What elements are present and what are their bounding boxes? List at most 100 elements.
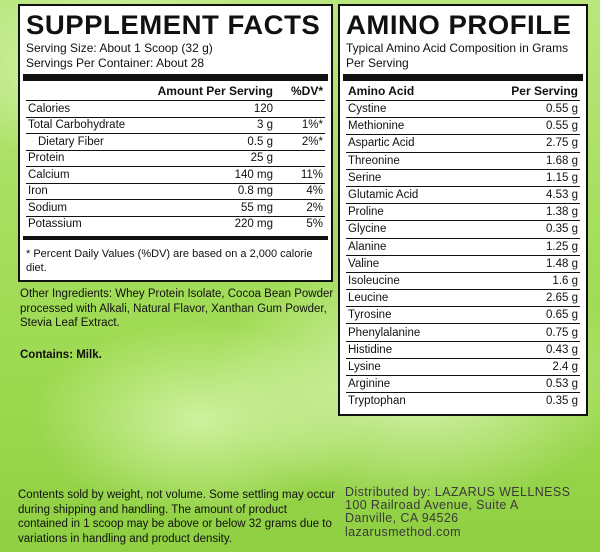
amino-row: Valine 1.48 g [346, 254, 580, 273]
amino-name: Arginine [346, 374, 468, 393]
nutrient-dv [275, 100, 325, 117]
amino-name: Valine [346, 254, 468, 273]
amino-name: Histidine [346, 340, 468, 359]
nutrient-amount: 120 [140, 100, 275, 117]
nutrient-row: Protein 25 g [26, 149, 325, 167]
nutrient-dv: 4% [275, 182, 325, 200]
amino-row: Cystine 0.55 g [346, 99, 580, 118]
nutrient-name: Calories [26, 100, 141, 117]
amino-value: 0.35 g [467, 392, 580, 410]
divider-thick [343, 74, 583, 81]
nutrient-dv: 2% [275, 199, 325, 216]
amino-name: Glycine [346, 220, 468, 238]
amino-value: 1.38 g [467, 203, 580, 221]
amino-row: Methionine 0.55 g [346, 117, 580, 135]
amino-value: 1.68 g [467, 151, 580, 170]
amino-name: Leucine [346, 289, 468, 307]
nutrient-dv: 11% [275, 166, 325, 183]
nutrient-row: Sodium 55 mg 2% [26, 199, 325, 216]
amino-value: 0.43 g [467, 340, 580, 359]
nutrient-name: Total Carbohydrate [26, 116, 141, 134]
amino-name: Aspartic Acid [346, 134, 468, 153]
nutrient-row: Calcium 140 mg 11% [26, 166, 325, 183]
nutrient-row: Calories 120 [26, 100, 325, 117]
supplement-facts-title: SUPPLEMENT FACTS [26, 10, 321, 40]
servings-per-container: Servings Per Container: About 28 [26, 56, 205, 70]
amino-row: Leucine 2.65 g [346, 289, 580, 307]
col-amino-header: Amino Acid [348, 84, 415, 98]
amino-name: Serine [346, 168, 468, 187]
amino-value: 0.55 g [467, 99, 580, 118]
nutrient-row: Potassium 220 mg 5% [26, 215, 325, 232]
amino-row: Isoleucine 1.6 g [346, 271, 580, 290]
amino-value: 2.75 g [467, 134, 580, 153]
nutrient-amount: 55 mg [140, 199, 275, 216]
distributor-website: lazarusmethod.com [345, 524, 461, 539]
amino-profile-panel: AMINO PROFILE Typical Amino Acid Composi… [338, 4, 588, 416]
nutrient-amount: 0.5 g [140, 133, 275, 150]
amino-value: 1.25 g [467, 237, 580, 256]
nutrient-row: Total Carbohydrate 3 g 1%* [26, 116, 325, 134]
nutrient-name: Dietary Fiber [26, 133, 141, 150]
amino-name: Phenylalanine [346, 323, 468, 342]
amino-profile-table: Amino Acid Per Serving Cystine 0.55 g Meth… [346, 83, 580, 410]
amino-name: Methionine [346, 117, 468, 135]
nutrient-amount: 220 mg [140, 215, 275, 232]
amino-row: Serine 1.15 g [346, 168, 580, 187]
other-ingredients: Other Ingredients: Whey Protein Isolate,… [20, 288, 334, 329]
nutrient-amount: 25 g [140, 149, 275, 167]
amino-name: Tyrosine [346, 306, 468, 324]
nutrient-name: Potassium [26, 215, 141, 232]
nutrient-name: Iron [26, 182, 141, 200]
amino-name: Glutamic Acid [346, 185, 468, 204]
distributor-line: Distributed by: LAZARUS WELLNESS [345, 485, 571, 499]
nutrient-row: Iron 0.8 mg 4% [26, 182, 325, 200]
nutrient-dv [275, 149, 325, 167]
amino-value: 1.15 g [467, 168, 580, 187]
amino-row: Phenylalanine 0.75 g [346, 323, 580, 342]
amino-row: Glutamic Acid 4.53 g [346, 185, 580, 204]
amino-value: 0.75 g [467, 323, 580, 342]
amino-value: 0.35 g [467, 220, 580, 238]
amino-row: Tryptophan 0.35 g [346, 392, 580, 410]
amino-row: Threonine 1.68 g [346, 151, 580, 170]
nutrient-dv: 5% [275, 215, 325, 232]
amino-profile-title: AMINO PROFILE [346, 10, 572, 40]
amino-name: Tryptophan [346, 392, 468, 410]
amino-row: Histidine 0.43 g [346, 340, 580, 359]
amino-row: Alanine 1.25 g [346, 237, 580, 256]
amino-row: Proline 1.38 g [346, 203, 580, 221]
nutrient-dv: 2%* [275, 133, 325, 150]
amino-row: Arginine 0.53 g [346, 374, 580, 393]
amino-row: Aspartic Acid 2.75 g [346, 134, 580, 153]
amino-name: Alanine [346, 237, 468, 256]
nutrient-amount: 0.8 mg [140, 182, 275, 200]
amino-value: 2.65 g [467, 289, 580, 307]
amino-value: 1.48 g [467, 254, 580, 273]
amino-name: Lysine [346, 357, 468, 376]
col-dv-header: %DV* [290, 84, 323, 98]
nutrient-amount: 140 mg [140, 166, 275, 183]
col-per-serving-header: Per Serving [511, 84, 578, 98]
distributor-info: Distributed by: LAZARUS WELLNESS 100 Rai… [345, 485, 595, 539]
nutrient-amount: 3 g [140, 116, 275, 134]
amino-row: Tyrosine 0.65 g [346, 306, 580, 324]
supplement-facts-panel: SUPPLEMENT FACTS Serving Size: About 1 S… [18, 4, 333, 282]
distributor-address: 100 Railroad Avenue, Suite A [345, 498, 519, 513]
amino-profile-subtitle: Typical Amino Acid Composition in Grams … [346, 41, 569, 70]
amino-value: 1.6 g [467, 271, 580, 290]
nutrient-row: Dietary Fiber 0.5 g 2%* [26, 133, 325, 150]
supplement-facts-table: Amount Per Serving %DV* Calories 120 Total… [26, 83, 325, 232]
amino-name: Threonine [346, 151, 468, 170]
amino-name: Isoleucine [346, 271, 468, 290]
amino-row: Glycine 0.35 g [346, 220, 580, 238]
amino-value: 0.65 g [467, 306, 580, 324]
nutrient-name: Calcium [26, 166, 141, 183]
distributor-city: Danville, CA 94526 [345, 511, 459, 526]
amino-name: Proline [346, 203, 468, 221]
nutrient-name: Protein [26, 149, 141, 167]
nutrient-dv: 1%* [275, 116, 325, 134]
amino-value: 0.55 g [467, 117, 580, 135]
amino-name: Cystine [346, 99, 468, 118]
amino-value: 4.53 g [467, 185, 580, 204]
